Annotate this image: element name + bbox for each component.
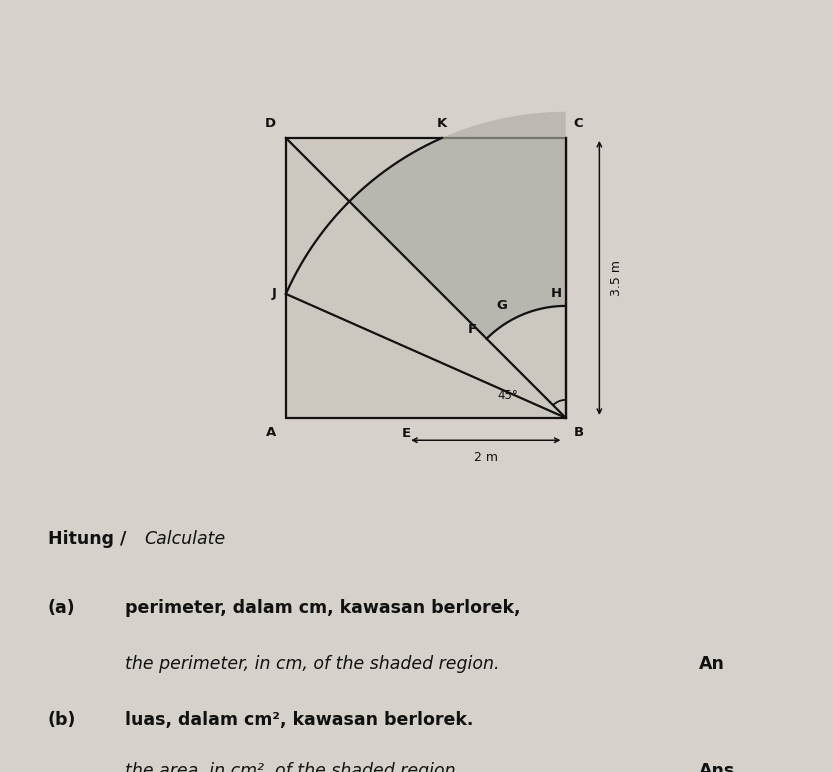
Polygon shape xyxy=(349,112,566,339)
Text: the perimeter, in cm, of the shaded region.: the perimeter, in cm, of the shaded regi… xyxy=(125,655,499,673)
Text: perimeter, dalam cm, kawasan berlorek,: perimeter, dalam cm, kawasan berlorek, xyxy=(125,599,520,617)
Text: H: H xyxy=(551,286,561,300)
Text: 2 m: 2 m xyxy=(474,451,498,464)
Text: 45°: 45° xyxy=(498,389,519,402)
Text: B: B xyxy=(574,426,584,438)
Text: luas, dalam cm², kawasan berlorek.: luas, dalam cm², kawasan berlorek. xyxy=(125,711,473,729)
Text: Hitung /: Hitung / xyxy=(48,530,127,548)
Text: A: A xyxy=(266,426,277,438)
Text: 3.5 m: 3.5 m xyxy=(610,260,623,296)
Text: K: K xyxy=(436,117,447,130)
Text: An: An xyxy=(700,655,726,673)
Text: C: C xyxy=(574,117,583,130)
Text: Calculate: Calculate xyxy=(144,530,225,548)
Text: (b): (b) xyxy=(48,711,77,729)
Text: E: E xyxy=(402,428,411,441)
Text: F: F xyxy=(468,323,477,336)
Text: Ans: Ans xyxy=(700,762,736,772)
Text: the area, in cm², of the shaded region.: the area, in cm², of the shaded region. xyxy=(125,762,461,772)
Text: J: J xyxy=(272,287,277,300)
Text: G: G xyxy=(496,299,506,312)
Text: (a): (a) xyxy=(48,599,76,617)
Polygon shape xyxy=(286,138,566,418)
Text: D: D xyxy=(265,117,277,130)
